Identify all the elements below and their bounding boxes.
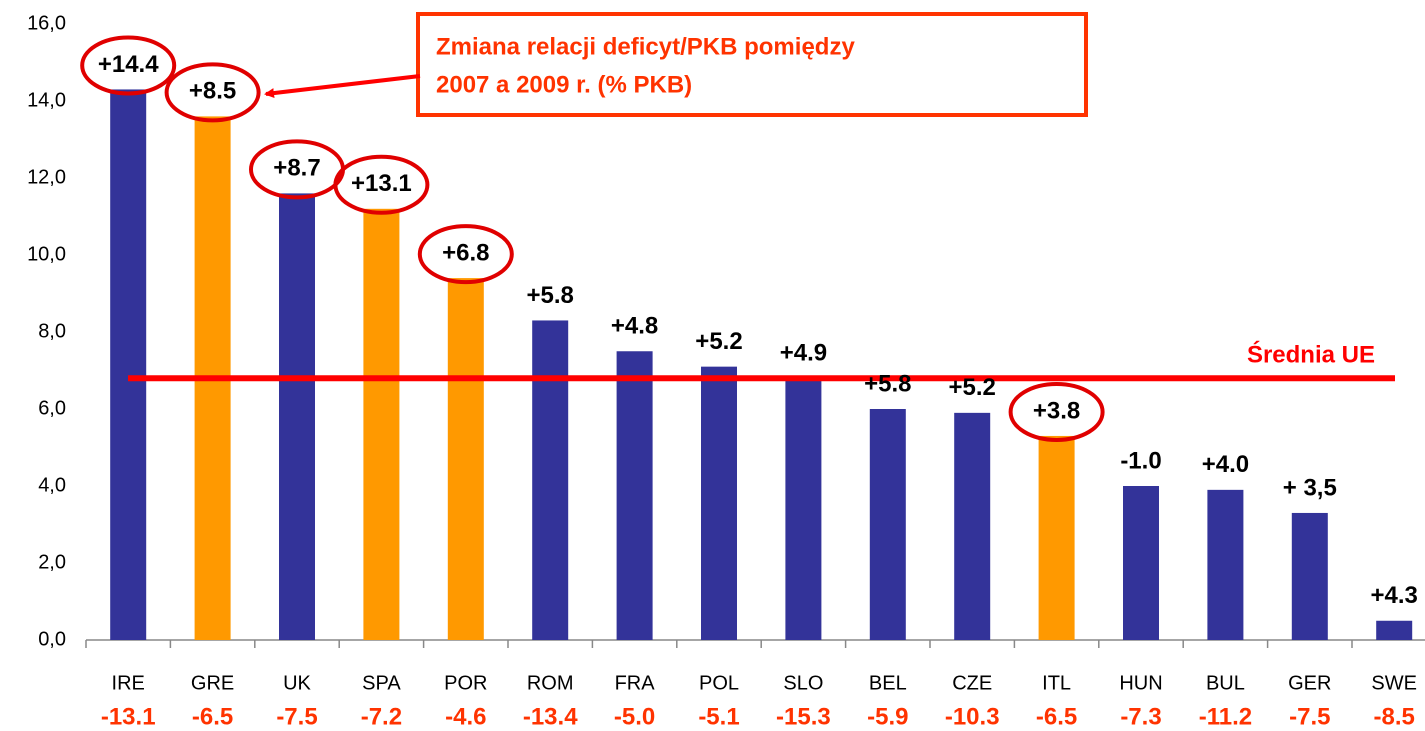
bar-label: +6.8 — [442, 239, 489, 266]
bar-label: +8.5 — [189, 78, 236, 105]
bar — [616, 351, 653, 640]
bar — [1291, 512, 1328, 640]
bar — [1123, 486, 1159, 640]
bar — [1376, 620, 1413, 640]
bar — [279, 193, 315, 640]
y-tick-label: 10,0 — [27, 243, 66, 265]
x-tick-label: FRA — [615, 672, 656, 694]
x-tick-label: BUL — [1206, 672, 1245, 694]
bar-label: +4.9 — [780, 340, 827, 367]
x-tick-label: SLO — [783, 672, 823, 694]
bottom-label: -6.5 — [192, 703, 233, 730]
y-tick-label: 8,0 — [38, 320, 66, 342]
bar-label: +4.8 — [611, 313, 658, 340]
bottom-label: -7.3 — [1120, 703, 1161, 730]
x-tick-label: ITL — [1042, 672, 1071, 694]
highlight-circle — [164, 62, 261, 123]
bar-label: +3.8 — [1033, 397, 1080, 424]
y-tick-label: 0,0 — [38, 628, 66, 650]
x-tick-label: ROM — [527, 672, 574, 694]
average-label: Średnia UE — [1247, 341, 1375, 369]
bottom-label: -15.3 — [776, 703, 831, 730]
bar — [363, 208, 400, 641]
bar-label: +4.3 — [1371, 582, 1418, 609]
x-tick-label: GRE — [191, 672, 234, 694]
y-tick-label: 4,0 — [38, 474, 66, 496]
bar-label: + 3,5 — [1283, 474, 1337, 501]
x-tick-label: BEL — [869, 672, 907, 694]
y-tick-label: 12,0 — [27, 166, 66, 188]
bottom-label: -13.4 — [523, 703, 578, 730]
bar-label: +5.8 — [864, 370, 911, 397]
bar-label: +13.1 — [351, 170, 412, 197]
bottom-label: -11.2 — [1199, 703, 1252, 730]
bottom-label: -13.1 — [101, 703, 156, 730]
bar-label: -1.0 — [1120, 447, 1161, 474]
y-tick-label: 14,0 — [27, 89, 66, 111]
x-tick-label: POR — [444, 672, 487, 694]
annotation-arrow — [264, 74, 421, 99]
bottom-label: -10.3 — [945, 703, 1000, 730]
annotation-box — [416, 12, 1088, 117]
y-tick-label: 16,0 — [27, 12, 66, 34]
bottom-label: -5.9 — [867, 703, 908, 730]
bar — [447, 278, 484, 640]
bar-label: +5.8 — [527, 282, 574, 309]
bar — [869, 409, 906, 640]
bar-label: +14.4 — [98, 51, 159, 78]
bar-label: +5.2 — [695, 328, 742, 355]
bottom-label: -7.5 — [276, 703, 317, 730]
bottom-label: -8.5 — [1374, 703, 1415, 730]
x-tick-label: POL — [699, 672, 739, 694]
highlight-circle — [417, 224, 514, 285]
bar-label: +8.7 — [273, 155, 320, 182]
bar — [701, 366, 737, 640]
highlight-circle — [333, 154, 430, 215]
x-tick-label: HUN — [1119, 672, 1162, 694]
x-tick-label: CZE — [952, 672, 992, 694]
bar-label: +5.2 — [949, 374, 996, 401]
bottom-label: -5.0 — [614, 703, 655, 730]
x-tick-label: SWE — [1371, 672, 1417, 694]
y-tick-label: 2,0 — [38, 551, 66, 573]
bar — [1038, 435, 1075, 640]
bottom-label: -5.1 — [698, 703, 739, 730]
highlight-circle — [1008, 381, 1105, 442]
bottom-label: -7.5 — [1289, 703, 1330, 730]
bar — [110, 89, 147, 640]
highlight-circle — [80, 35, 177, 96]
bottom-label: -7.2 — [361, 703, 402, 730]
x-tick-label: UK — [283, 672, 311, 694]
x-tick-label: SPA — [362, 672, 401, 694]
bar — [785, 378, 822, 640]
x-tick-label: IRE — [112, 672, 145, 694]
bar — [532, 320, 569, 640]
bar — [1207, 489, 1244, 640]
annotation-text: Zmiana relacji deficyt/PKB pomiędzy — [436, 33, 855, 60]
y-tick-label: 6,0 — [38, 397, 66, 419]
annotation-text: 2007 a 2009 r. (% PKB) — [436, 71, 692, 98]
bottom-label: -6.5 — [1036, 703, 1077, 730]
bar-label: +4.0 — [1202, 451, 1249, 478]
x-tick-label: GER — [1288, 672, 1331, 694]
bar — [954, 412, 991, 640]
bottom-label: -4.6 — [445, 703, 486, 730]
